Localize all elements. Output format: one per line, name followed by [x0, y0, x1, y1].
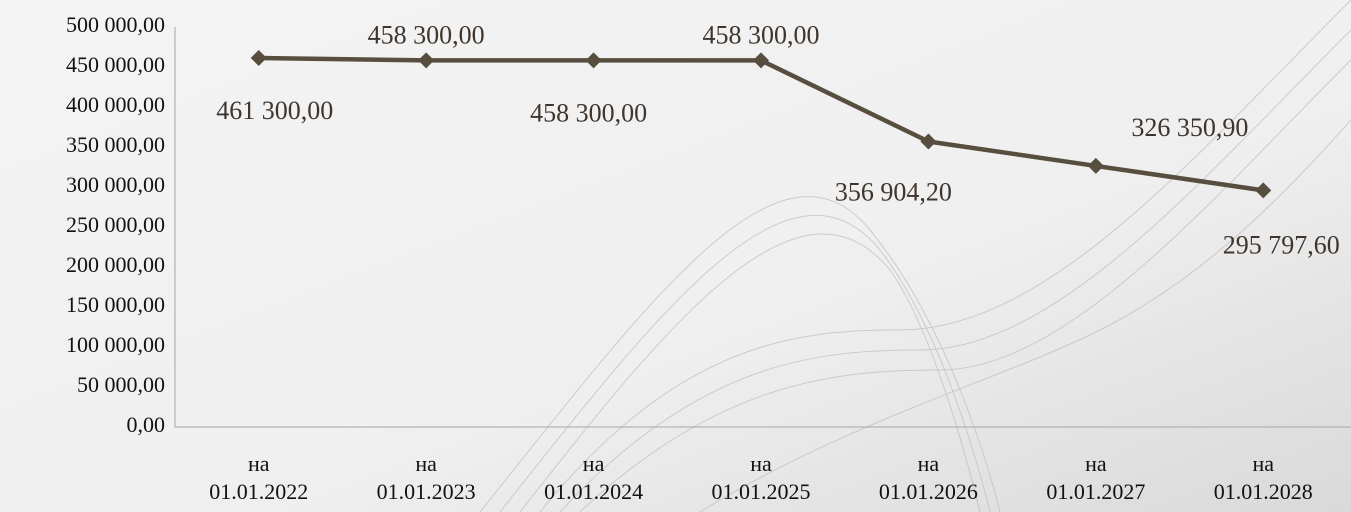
- x-tick-label: на 01.01.2023: [377, 451, 476, 504]
- data-marker: [585, 52, 602, 69]
- x-tick-label: на 01.01.2022: [209, 451, 308, 504]
- y-tick-label: 200 000,00: [66, 252, 165, 277]
- y-tick-label: 450 000,00: [66, 52, 165, 77]
- x-tick-label: на 01.01.2026: [879, 451, 978, 504]
- x-tick-label: на 01.01.2024: [544, 451, 643, 504]
- data-label: 295 797,60: [1223, 230, 1340, 259]
- data-label: 326 350,90: [1131, 113, 1248, 142]
- x-tick-label: на 01.01.2027: [1046, 451, 1145, 504]
- data-marker: [1255, 182, 1272, 199]
- y-tick-label: 400 000,00: [66, 92, 165, 117]
- data-marker: [418, 52, 435, 69]
- y-tick-label: 100 000,00: [66, 332, 165, 357]
- y-tick-label: 350 000,00: [66, 132, 165, 157]
- data-marker: [753, 52, 769, 69]
- y-tick-label: 500 000,00: [66, 12, 165, 37]
- x-tick-label: на 01.01.2028: [1214, 451, 1313, 504]
- y-tick-label: 150 000,00: [66, 292, 165, 317]
- data-marker: [250, 49, 267, 66]
- data-label: 461 300,00: [216, 96, 333, 125]
- data-marker: [920, 133, 937, 150]
- decoration: [479, 0, 1351, 512]
- data-label: 458 300,00: [368, 20, 485, 49]
- data-label: 356 904,20: [835, 177, 952, 206]
- data-label: 458 300,00: [530, 98, 647, 127]
- x-tick-label: на 01.01.2025: [712, 451, 811, 504]
- y-tick-label: 300 000,00: [66, 172, 165, 197]
- y-tick-label: 250 000,00: [66, 212, 165, 237]
- data-label: 458 300,00: [703, 20, 820, 49]
- y-tick-label: 50 000,00: [77, 372, 165, 397]
- y-tick-label: 0,00: [127, 412, 166, 437]
- data-marker: [1087, 157, 1104, 174]
